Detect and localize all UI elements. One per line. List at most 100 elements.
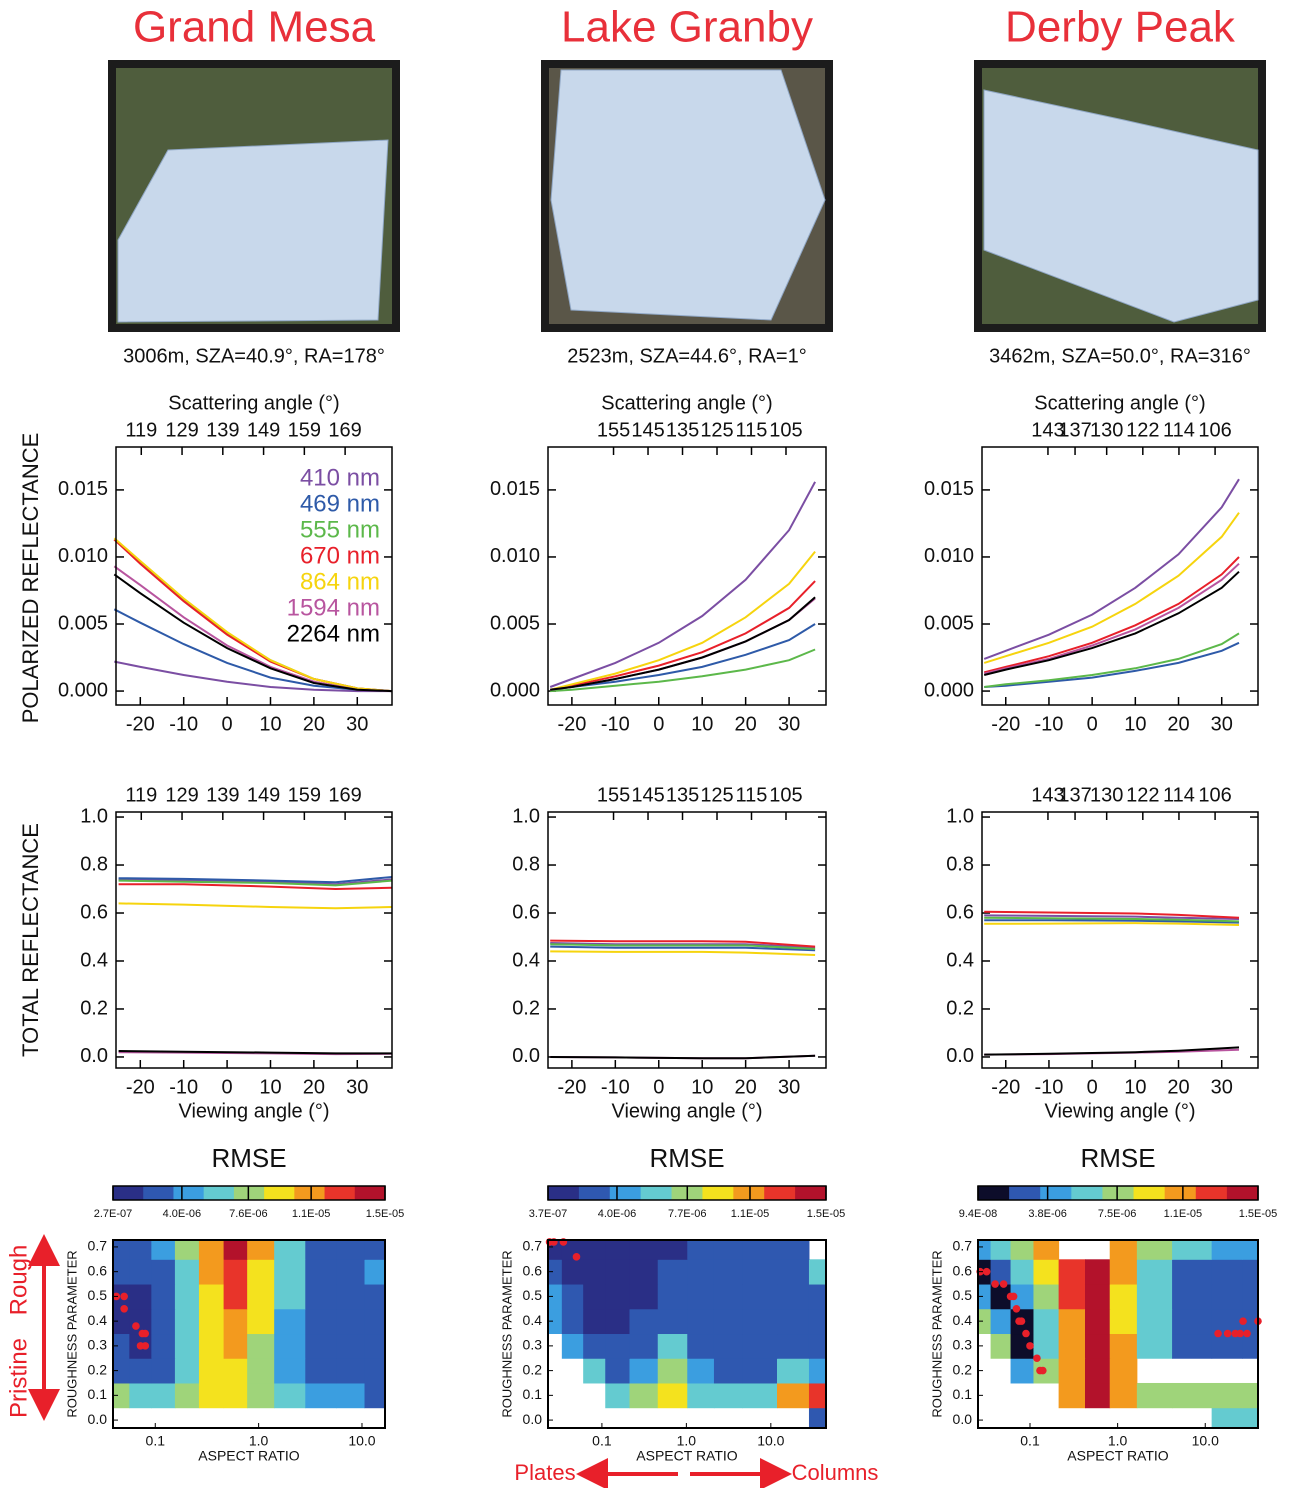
x2-tick-label: 149 xyxy=(247,784,280,806)
contour-cell xyxy=(1211,1333,1243,1359)
best-fit-point xyxy=(572,1253,581,1261)
x2-tick-label: 130 xyxy=(1090,419,1123,441)
contour-cell xyxy=(198,1333,225,1359)
contour-cell xyxy=(777,1358,810,1384)
legend-entry: 555 nm xyxy=(300,516,380,543)
x2-tick-label: 114 xyxy=(1163,784,1195,806)
x2-tick-label: 139 xyxy=(206,419,239,441)
contour-cell xyxy=(113,1333,130,1359)
x-tick-label: 10.0 xyxy=(348,1433,375,1449)
x2-tick-label: 106 xyxy=(1198,784,1231,806)
contour-cell xyxy=(1084,1333,1111,1359)
x2-tick-label: 119 xyxy=(125,784,157,806)
x2-tick-label: 119 xyxy=(125,419,157,441)
contour-cell xyxy=(198,1259,225,1285)
x2-tick-label: 114 xyxy=(1163,419,1195,441)
contour-cell xyxy=(1058,1333,1086,1359)
x-tick-label: 30 xyxy=(1211,713,1233,735)
colorbar-segment xyxy=(1102,1186,1135,1200)
y-tick-label: 0.0 xyxy=(953,1411,973,1427)
x-tick-label: -10 xyxy=(1034,713,1063,735)
x-axis-label: Viewing angle (°) xyxy=(178,1100,329,1122)
y-tick-label: 0.7 xyxy=(88,1238,108,1254)
x-axis-label: ASPECT RATIO xyxy=(1067,1448,1169,1464)
x-tick-label: 30 xyxy=(778,713,800,735)
y-axis-label: ROUGHNESS PARAMETER xyxy=(929,1250,944,1417)
x-tick-label: 0.1 xyxy=(1020,1433,1040,1449)
colorbar-tick-label: 7.5E-06 xyxy=(1098,1208,1137,1220)
contour-cell xyxy=(629,1259,659,1285)
x2-tick-label: 106 xyxy=(1198,419,1231,441)
contour-cell xyxy=(808,1407,827,1429)
colorbar-segment xyxy=(795,1186,827,1200)
contour-cell xyxy=(129,1259,152,1285)
best-fit-point xyxy=(1039,1366,1047,1375)
x2-tick-label: 139 xyxy=(206,784,239,806)
series-line xyxy=(118,902,393,910)
contour-cell xyxy=(1242,1259,1259,1285)
contour-cell xyxy=(1172,1308,1213,1335)
contour-cell xyxy=(713,1259,743,1285)
series-line xyxy=(984,910,1240,919)
x2-tick-label: 137 xyxy=(1058,419,1091,441)
contour-cell xyxy=(687,1333,715,1359)
contour-cell xyxy=(742,1382,778,1409)
series-line xyxy=(550,648,816,693)
y-tick-label: 0.1 xyxy=(88,1386,108,1402)
contour-cell xyxy=(1109,1284,1138,1310)
contour-cell xyxy=(129,1240,152,1260)
contour-cell xyxy=(1010,1284,1034,1310)
best-fit-point xyxy=(1239,1317,1247,1325)
y-tick-label: 0.2 xyxy=(953,1361,973,1377)
x2-tick-label: 122 xyxy=(1126,784,1159,806)
contour-cell xyxy=(174,1358,200,1384)
contour-cell xyxy=(605,1259,630,1285)
contour-cell xyxy=(713,1358,743,1384)
series-line xyxy=(549,481,816,688)
contour-cell xyxy=(364,1240,386,1260)
contour-cell xyxy=(223,1240,248,1260)
contour-cell xyxy=(1136,1259,1173,1285)
contour-cell xyxy=(1172,1284,1213,1310)
x2-axis-label: Scattering angle (°) xyxy=(601,392,772,414)
x-tick-label: -10 xyxy=(169,713,198,735)
colorbar-tick-label: 3.8E-06 xyxy=(1028,1208,1067,1220)
contour-cell xyxy=(223,1333,248,1359)
x-tick-label: -10 xyxy=(1034,1076,1063,1098)
contour-cell xyxy=(1109,1358,1138,1384)
contour-cell xyxy=(657,1333,688,1359)
best-fit-point xyxy=(1026,1342,1034,1350)
contour-cell xyxy=(364,1284,386,1310)
x-tick-label: 20 xyxy=(735,713,757,735)
contour-cell xyxy=(174,1382,200,1409)
x-tick-label: 10 xyxy=(259,713,281,735)
colorbar-tick-label: 1.1E-05 xyxy=(292,1208,331,1220)
y-tick-label: 0.2 xyxy=(946,997,974,1019)
contour-cell xyxy=(687,1382,715,1409)
contour-cell xyxy=(777,1240,810,1260)
y-tick-label: 0.2 xyxy=(88,1361,108,1377)
y-tick-label: 0.005 xyxy=(924,612,974,634)
contour-cell xyxy=(151,1308,176,1335)
series-line xyxy=(550,943,816,950)
y-tick-label: 0.1 xyxy=(953,1386,973,1402)
y-tick-label: 0.6 xyxy=(953,1262,973,1278)
contour-cell xyxy=(808,1358,827,1384)
contour-cell xyxy=(561,1259,584,1285)
plot-frame xyxy=(115,446,393,706)
contour-cell xyxy=(223,1308,248,1335)
y-tick-label: 0.6 xyxy=(946,901,974,923)
best-fit-point xyxy=(999,1280,1008,1288)
x-tick-label: -20 xyxy=(991,1076,1020,1098)
contour-cell xyxy=(223,1382,248,1409)
contour-cell xyxy=(990,1308,1012,1335)
x2-tick-label: 105 xyxy=(769,784,802,806)
contour-cell xyxy=(336,1308,366,1335)
contour-cell xyxy=(198,1308,225,1335)
colorbar-segment xyxy=(702,1186,734,1200)
contour-cell xyxy=(247,1284,275,1310)
contour-cell xyxy=(1242,1382,1259,1409)
contour-cell xyxy=(336,1358,366,1384)
contour-cell xyxy=(336,1284,366,1310)
